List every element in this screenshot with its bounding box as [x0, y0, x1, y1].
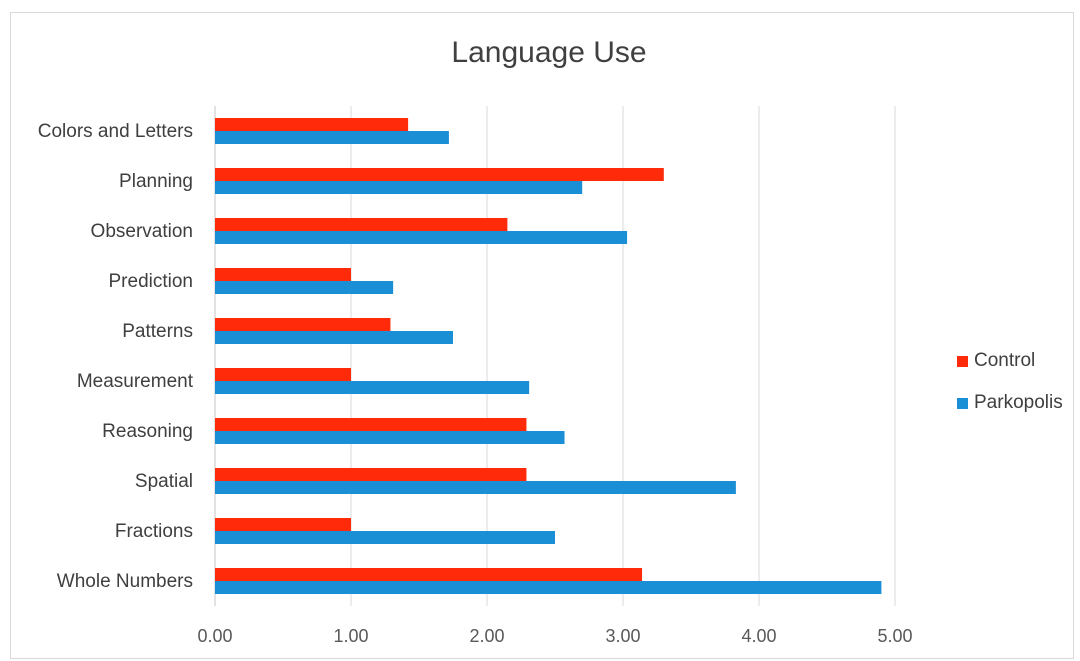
- bar-parkopolis: [215, 281, 394, 294]
- bar-control: [215, 418, 527, 431]
- x-tick-label: 0.00: [197, 626, 232, 646]
- x-tick-label: 5.00: [877, 626, 912, 646]
- category-label: Spatial: [135, 471, 193, 492]
- bar-parkopolis: [215, 381, 530, 394]
- x-tick-label: 3.00: [605, 626, 640, 646]
- legend-item-control: Control: [957, 340, 1063, 382]
- bar-parkopolis: [215, 231, 628, 244]
- category-label: Prediction: [109, 271, 194, 292]
- bar-control: [215, 568, 643, 581]
- x-tick-label: 2.00: [469, 626, 504, 646]
- legend-label-control: Control: [974, 350, 1036, 371]
- bar-control: [215, 468, 527, 481]
- x-tick-label: 4.00: [741, 626, 776, 646]
- bar-control: [215, 318, 391, 331]
- category-label: Colors and Letters: [38, 121, 193, 142]
- category-label: Whole Numbers: [57, 571, 193, 592]
- bar-control: [215, 268, 351, 281]
- bar-parkopolis: [215, 531, 555, 544]
- bar-layer: [215, 118, 882, 594]
- bar-parkopolis: [215, 431, 565, 444]
- bar-control: [215, 218, 508, 231]
- category-label: Reasoning: [102, 421, 193, 442]
- bar-parkopolis: [215, 181, 583, 194]
- bar-control: [215, 168, 664, 181]
- legend-swatch-parkopolis: [957, 397, 968, 409]
- category-label: Observation: [91, 221, 193, 242]
- bar-control: [215, 118, 409, 131]
- category-label: Planning: [119, 171, 193, 192]
- bar-parkopolis: [215, 131, 449, 144]
- legend-swatch-control: [957, 355, 968, 367]
- category-label: Measurement: [77, 371, 194, 392]
- chart-title: Language Use: [451, 36, 647, 69]
- bar-control: [215, 518, 351, 531]
- legend-item-parkopolis: Parkopolis: [957, 382, 1063, 424]
- bar-parkopolis: [215, 331, 453, 344]
- legend-label-parkopolis: Parkopolis: [974, 392, 1063, 413]
- label-layer: 0.00 1.00 2.00 3.00 4.00 5.00 Colors and Lette…: [38, 121, 913, 646]
- category-label: Patterns: [122, 321, 193, 342]
- legend: Control Parkopolis: [957, 340, 1063, 424]
- bar-parkopolis: [215, 481, 736, 494]
- category-label: Fractions: [115, 521, 193, 542]
- x-tick-label: 1.00: [333, 626, 368, 646]
- bar-control: [215, 368, 351, 381]
- chart-frame: [10, 12, 1074, 659]
- bar-parkopolis: [215, 581, 882, 594]
